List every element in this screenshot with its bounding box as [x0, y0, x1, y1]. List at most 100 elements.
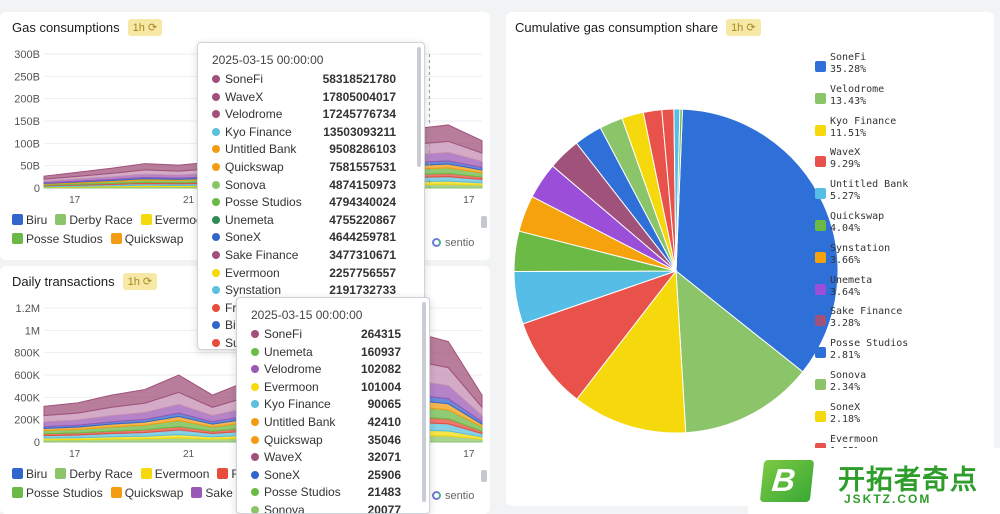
- pie-legend-item[interactable]: SoneFi 35.28%: [815, 52, 908, 84]
- legend-label: Quickswap: [124, 486, 184, 500]
- series-dot: [212, 180, 220, 189]
- panel-title-text: Cumulative gas consumption share: [515, 20, 719, 35]
- tooltip-row: Sake Finance 3477310671: [198, 247, 424, 265]
- legend-swatch: [12, 487, 23, 498]
- legend-percent: 3.64%: [830, 286, 861, 298]
- tx-legend-item[interactable]: Posse Studios: [12, 486, 103, 500]
- y-tick-label: 400K: [14, 392, 40, 404]
- legend-label: Kyo Finance: [830, 115, 897, 127]
- legend-swatch: [815, 61, 826, 72]
- x-tick-label: 17: [69, 449, 81, 460]
- tooltip-row: SoneFi 58318521780: [198, 71, 424, 89]
- pie-legend: SoneFi 35.28% Velodrome 13.43% Kyo Finance 11…: [815, 52, 908, 465]
- series-value: 17805004017: [322, 89, 396, 104]
- legend-scrollbar[interactable]: [481, 216, 487, 228]
- tooltip-timestamp: 2025-03-15 00:00:00: [212, 53, 324, 67]
- sentio-watermark: sentio: [432, 237, 474, 249]
- pie-legend-item[interactable]: WaveX 9.29%: [815, 147, 908, 179]
- series-value: 102082: [360, 362, 401, 377]
- cumulative-share-panel: Cumulative gas consumption share 1h ⟳: [506, 12, 994, 506]
- legend-swatch: [815, 283, 826, 295]
- series-value: 20077: [367, 502, 401, 514]
- y-tick-label: 0: [34, 437, 40, 449]
- series-dot: [212, 198, 220, 207]
- series-value: 9508286103: [329, 142, 396, 157]
- pie-legend-item[interactable]: SoneX 2.18%: [815, 402, 908, 434]
- series-name: Velodrome: [225, 107, 283, 122]
- legend-label: Sake F: [205, 486, 244, 500]
- pie-legend-item[interactable]: Sake Finance 3.28%: [815, 306, 908, 338]
- legend-label: WaveX: [830, 147, 861, 159]
- legend-swatch: [55, 468, 67, 479]
- series-name: Sonova: [225, 177, 266, 192]
- legend-swatch: [12, 214, 23, 225]
- y-tick-label: 1M: [25, 325, 40, 337]
- tx-legend-row-2: Posse Studios Quickswap Sake F: [12, 486, 251, 500]
- series-name: Untitled Bank: [264, 414, 336, 429]
- legend-label: Sake Finance: [830, 306, 903, 318]
- tx-legend-item[interactable]: Evermoon: [140, 467, 209, 481]
- legend-swatch: [815, 92, 826, 104]
- legend-scrollbar[interactable]: [481, 470, 487, 482]
- series-dot: [251, 400, 259, 409]
- tooltip-row: Velodrome 102082: [237, 361, 429, 379]
- series-dot: [251, 417, 259, 426]
- y-tick-label: 1.2M: [16, 303, 40, 315]
- tooltip-row: Posse Studios 4794340024: [198, 194, 424, 212]
- interval-badge[interactable]: 1h ⟳: [726, 19, 761, 36]
- tooltip-scrollbar[interactable]: [422, 302, 426, 502]
- series-value: 7581557531: [329, 159, 396, 174]
- legend-label: Velodrome: [830, 83, 885, 95]
- tx-legend-item[interactable]: Sake F: [191, 486, 243, 500]
- legend-swatch: [815, 124, 826, 136]
- y-tick-label: 50B: [20, 161, 40, 173]
- series-dot: [212, 215, 220, 224]
- pie-legend-item[interactable]: Unemeta 3.64%: [815, 275, 908, 307]
- pie-legend-item[interactable]: Sonova 2.34%: [815, 370, 908, 402]
- series-name: WaveX: [225, 89, 264, 104]
- panel-title: Gas consumptions 1h ⟳: [12, 19, 163, 36]
- gas-legend-item[interactable]: Derby Race: [55, 213, 133, 227]
- pie-legend-item[interactable]: Untitled Bank 5.27%: [815, 179, 908, 211]
- tooltip-row: Sonova 4874150973: [198, 177, 424, 195]
- pie-legend-item[interactable]: Kyo Finance 11.51%: [815, 116, 908, 148]
- legend-label: Biru: [26, 213, 48, 227]
- legend-label: Quickswap: [830, 210, 885, 222]
- legend-label: Posse Studios: [830, 338, 909, 350]
- series-value: 32071: [367, 450, 401, 465]
- tx-legend-item[interactable]: Derby Race: [55, 467, 133, 481]
- pie-legend-item[interactable]: Velodrome 13.43%: [815, 84, 908, 116]
- tx-legend-item[interactable]: Quickswap: [110, 486, 184, 500]
- series-name: Sonova: [264, 502, 305, 514]
- gas-legend-item[interactable]: Biru: [12, 213, 47, 227]
- tx-legend-item[interactable]: Biru: [12, 467, 47, 481]
- gas-legend-item[interactable]: Evermoon: [140, 213, 209, 227]
- pie-legend-item[interactable]: Synstation 3.66%: [815, 243, 908, 275]
- series-value: 58318521780: [322, 72, 396, 86]
- interval-badge[interactable]: 1h ⟳: [127, 19, 163, 36]
- legend-swatch: [12, 233, 23, 244]
- logo-cn-text: 开拓者奇点: [838, 465, 978, 495]
- series-name: Unemeta: [225, 212, 274, 227]
- panel-title: Daily transactions 1h ⟳: [12, 273, 158, 290]
- series-value: 42410: [367, 414, 401, 429]
- series-value: 264315: [360, 327, 401, 341]
- tooltip-scrollbar[interactable]: [417, 47, 421, 167]
- tooltip-row: Fr: [198, 300, 424, 318]
- legend-percent: 9.29%: [830, 159, 861, 171]
- series-dot: [212, 145, 220, 154]
- pie-legend-item[interactable]: Quickswap 4.04%: [815, 211, 908, 243]
- interval-badge[interactable]: 1h ⟳: [122, 273, 158, 290]
- gas-legend-item[interactable]: Quickswap: [110, 232, 183, 246]
- gas-legend-item[interactable]: Posse Studios: [12, 232, 103, 246]
- site-logo: B 开拓者奇点 JSKTZ.COM: [748, 448, 1000, 514]
- series-dot: [251, 470, 259, 479]
- tooltip-row: Kyo Finance 13503093211: [198, 124, 424, 142]
- pie-legend-item[interactable]: Posse Studios 2.81%: [815, 338, 908, 370]
- panel-title-text: Gas consumptions: [12, 20, 120, 35]
- panel-title-text: Daily transactions: [12, 274, 115, 289]
- legend-swatch: [55, 214, 67, 225]
- tooltip-row: Untitled Bank 9508286103: [198, 141, 424, 159]
- series-value: 2257756557: [329, 265, 396, 280]
- series-dot: [251, 435, 259, 444]
